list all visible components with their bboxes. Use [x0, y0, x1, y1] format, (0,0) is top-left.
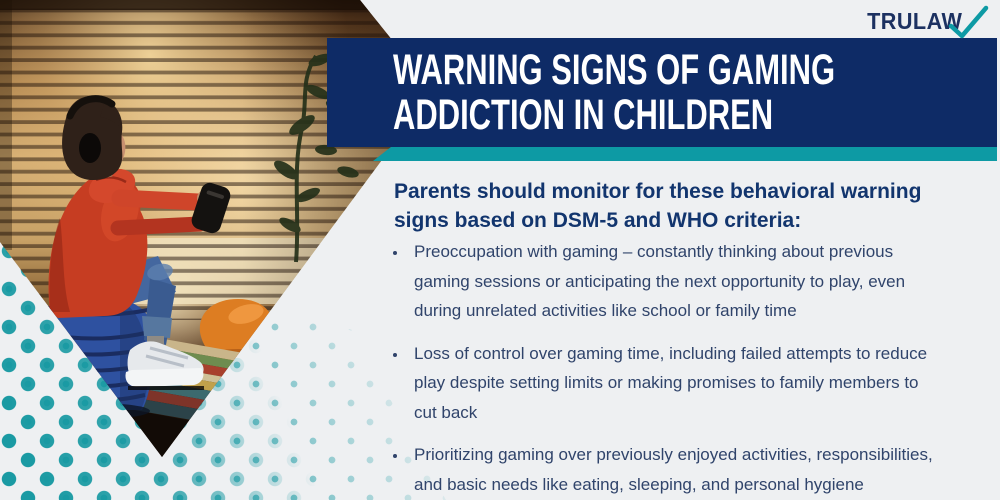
list-item-preoccupation: Preoccupation with gaming – constantly t… — [408, 237, 1000, 326]
list-item-line: during unrelated activities like school … — [414, 301, 797, 320]
list-item-loss-of-control: Loss of control over gaming time, includ… — [408, 339, 1000, 428]
banner-title-line1: WARNING SIGNS OF GAMING — [393, 46, 836, 94]
intro-text: Parents should monitor for these behavio… — [394, 178, 984, 235]
list-item-line: Preoccupation with gaming – constantly t… — [414, 242, 894, 261]
sneaker — [125, 341, 204, 390]
plant-silhouette — [274, 53, 359, 263]
intro-line1: Parents should monitor for these behavio… — [394, 180, 922, 203]
teal-accent-bar — [373, 147, 997, 161]
title-banner: WARNING SIGNS OF GAMING ADDICTION IN CHI… — [327, 38, 997, 147]
list-item-line: Loss of control over gaming time, includ… — [414, 343, 928, 363]
list-item-line: cut back — [414, 402, 478, 422]
child-figure — [48, 95, 231, 318]
list-item-line: and basic needs like eating, sleeping, a… — [414, 474, 864, 494]
game-controller — [191, 182, 231, 234]
intro-line2: signs based on DSM-5 and WHO criteria: — [394, 208, 802, 232]
list-item-line: Prioritizing gaming over previously enjo… — [414, 445, 933, 464]
banner-title-line2: ADDICTION IN CHILDREN — [393, 91, 774, 139]
logo-text: TRULAW — [866, 8, 962, 34]
list-item-line: gaming sessions or anticipating the next… — [414, 271, 906, 291]
list-item-line: play despite setting limits or making pr… — [414, 373, 919, 392]
logo-checkmark-icon — [948, 5, 989, 39]
list-item-prioritizing-gaming: Prioritizing gaming over previously enjo… — [408, 440, 1000, 499]
warning-signs-list: Preoccupation with gaming – constantly t… — [392, 237, 1000, 500]
brand-logo: TRULAW — [861, 5, 989, 39]
